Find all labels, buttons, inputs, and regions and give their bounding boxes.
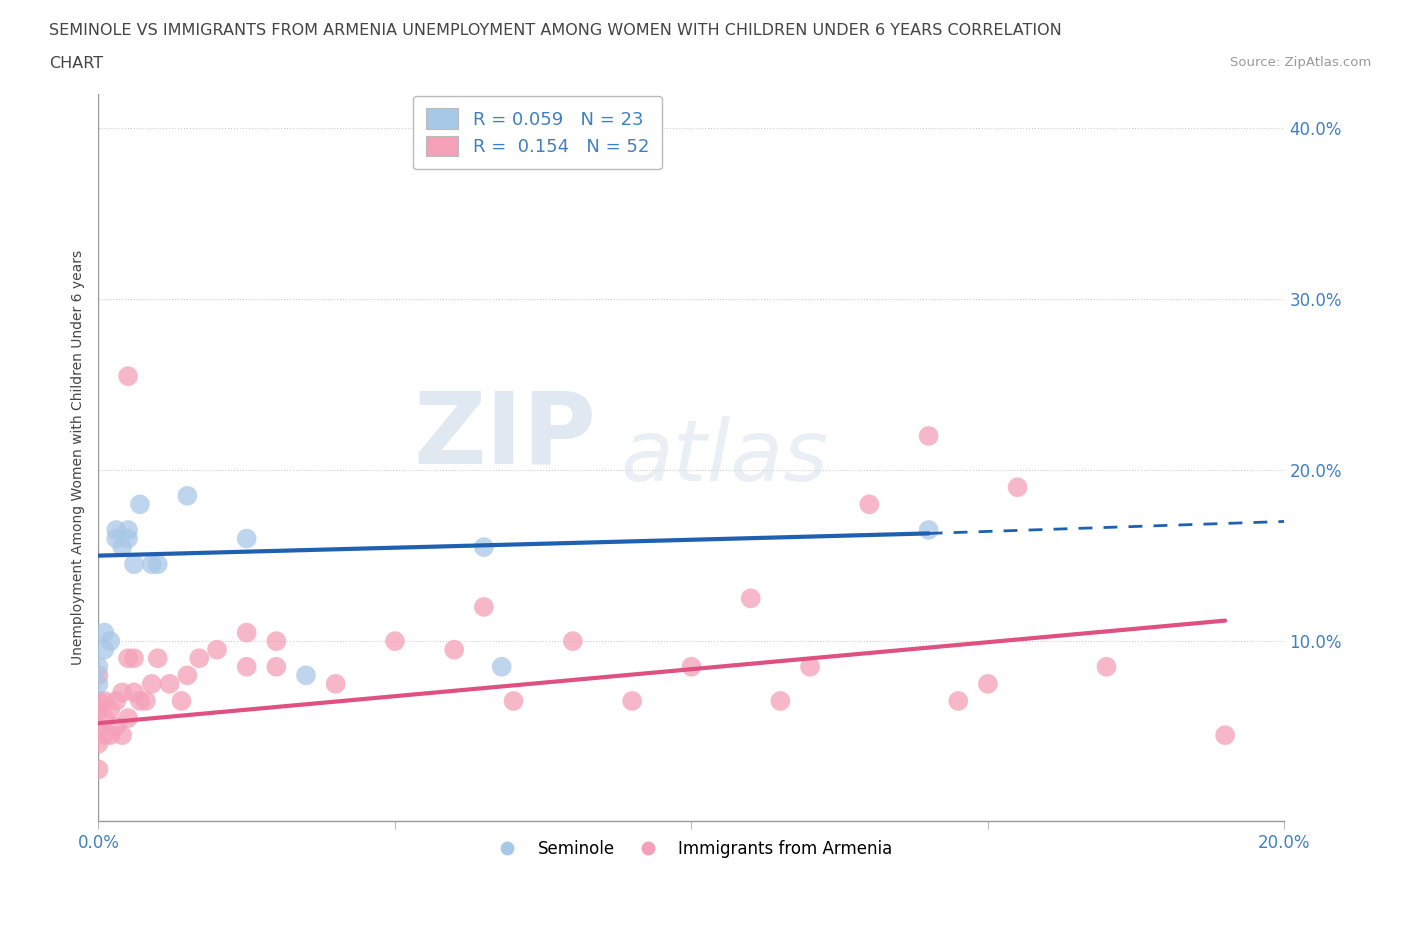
Point — [1095, 659, 1118, 674]
Point — [621, 694, 644, 709]
Point — [176, 488, 198, 503]
Point — [87, 762, 110, 777]
Point — [491, 659, 513, 674]
Point — [98, 727, 121, 742]
Point — [176, 668, 198, 683]
Point — [235, 659, 257, 674]
Point — [159, 676, 181, 691]
Point — [117, 651, 139, 666]
Point — [129, 497, 152, 512]
Point — [93, 694, 115, 709]
Point — [117, 711, 139, 725]
Point — [87, 719, 110, 734]
Point — [170, 694, 193, 709]
Point — [205, 643, 228, 658]
Point — [105, 694, 128, 709]
Point — [93, 711, 115, 725]
Point — [105, 719, 128, 734]
Point — [502, 694, 524, 709]
Point — [93, 643, 115, 658]
Point — [769, 694, 792, 709]
Point — [740, 591, 762, 605]
Point — [799, 659, 821, 674]
Point — [87, 668, 110, 683]
Point — [917, 429, 939, 444]
Point — [146, 557, 169, 572]
Point — [235, 625, 257, 640]
Point — [266, 659, 288, 674]
Point — [117, 368, 139, 383]
Point — [87, 676, 110, 691]
Point — [917, 523, 939, 538]
Point — [111, 539, 134, 554]
Point — [472, 600, 495, 615]
Text: CHART: CHART — [49, 56, 103, 71]
Point — [93, 625, 115, 640]
Point — [948, 694, 970, 709]
Text: SEMINOLE VS IMMIGRANTS FROM ARMENIA UNEMPLOYMENT AMONG WOMEN WITH CHILDREN UNDER: SEMINOLE VS IMMIGRANTS FROM ARMENIA UNEM… — [49, 23, 1062, 38]
Point — [87, 659, 110, 674]
Point — [146, 651, 169, 666]
Point — [295, 668, 318, 683]
Point — [977, 676, 1000, 691]
Point — [122, 557, 145, 572]
Point — [472, 146, 495, 161]
Point — [122, 651, 145, 666]
Point — [1007, 480, 1029, 495]
Y-axis label: Unemployment Among Women with Children Under 6 years: Unemployment Among Women with Children U… — [72, 250, 86, 665]
Point — [117, 531, 139, 546]
Point — [141, 676, 163, 691]
Point — [117, 523, 139, 538]
Point — [105, 531, 128, 546]
Text: Source: ZipAtlas.com: Source: ZipAtlas.com — [1230, 56, 1371, 69]
Point — [98, 702, 121, 717]
Point — [105, 523, 128, 538]
Point — [325, 676, 347, 691]
Text: ZIP: ZIP — [413, 387, 596, 484]
Point — [1213, 727, 1236, 742]
Point — [135, 694, 157, 709]
Text: atlas: atlas — [620, 416, 828, 498]
Point — [858, 497, 880, 512]
Point — [87, 737, 110, 751]
Point — [384, 633, 406, 648]
Point — [122, 685, 145, 700]
Point — [472, 539, 495, 554]
Point — [681, 659, 703, 674]
Point — [98, 633, 121, 648]
Point — [87, 702, 110, 717]
Point — [188, 651, 211, 666]
Point — [266, 633, 288, 648]
Point — [235, 531, 257, 546]
Point — [111, 727, 134, 742]
Point — [443, 643, 465, 658]
Point — [111, 685, 134, 700]
Legend: Seminole, Immigrants from Armenia: Seminole, Immigrants from Armenia — [484, 833, 898, 865]
Point — [129, 694, 152, 709]
Point — [87, 694, 110, 709]
Point — [561, 633, 583, 648]
Point — [141, 557, 163, 572]
Point — [93, 727, 115, 742]
